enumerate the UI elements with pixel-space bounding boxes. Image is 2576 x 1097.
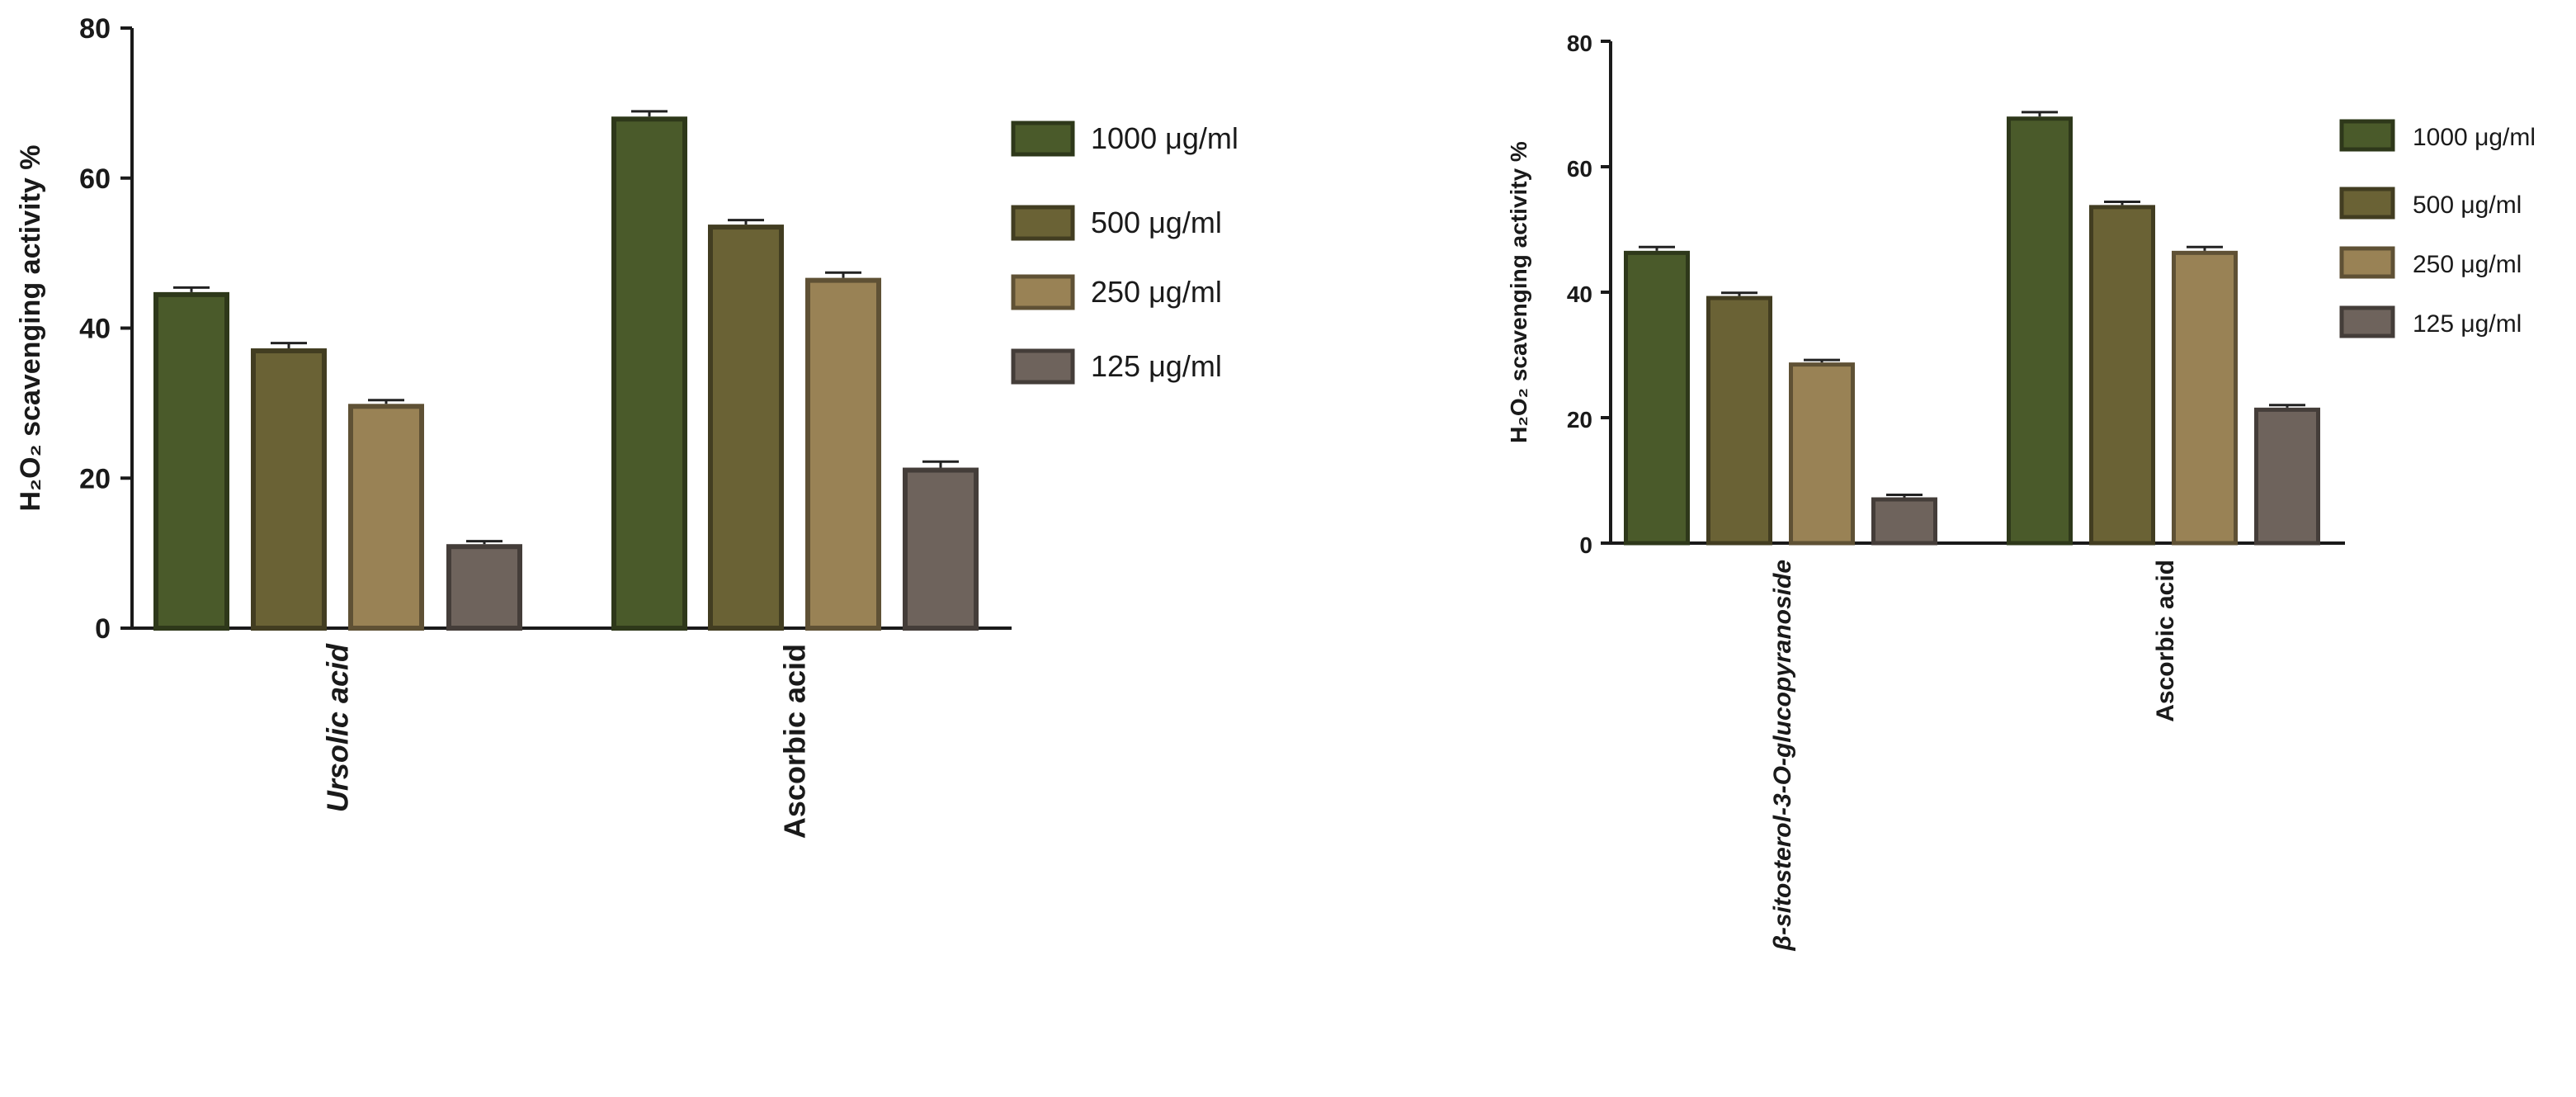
legend-swatch: [1011, 274, 1075, 310]
legend-swatch: [1011, 348, 1075, 385]
error-bar: [466, 540, 502, 545]
legend-label: 1000 μg/ml: [1091, 121, 1238, 155]
legend-item: 1000 μg/ml: [2339, 119, 2536, 152]
y-tick-label: 0: [95, 613, 111, 645]
bar-1-3: [1789, 362, 1855, 546]
legend-swatch: [1011, 121, 1075, 157]
bar-1-1: [1624, 250, 1690, 546]
error-bar: [1639, 245, 1675, 251]
legend-swatch: [2339, 305, 2395, 338]
error-bar: [1721, 291, 1757, 296]
error-bar: [631, 110, 668, 117]
error-bar: [922, 460, 959, 468]
y-axis-label: H₂O₂ scavenging activity %: [1506, 141, 1531, 443]
y-tick-label: 20: [1567, 407, 1592, 433]
category-label: Ascorbic acid: [2152, 560, 2179, 722]
error-bar: [728, 219, 764, 225]
legend-item: 250 μg/ml: [2339, 246, 2522, 279]
category-label: Ascorbic acid: [778, 644, 812, 839]
legend-item: 500 μg/ml: [2339, 187, 2522, 220]
legend-label: 500 μg/ml: [2413, 192, 2522, 219]
error-bar: [368, 399, 404, 404]
legend-item: 125 μg/ml: [1011, 348, 1222, 385]
error-bar: [2022, 111, 2058, 117]
error-bar: [2269, 404, 2305, 408]
bar-2-2: [708, 225, 784, 631]
bar-2-3: [2172, 250, 2238, 546]
y-axis-label: H₂O₂ scavenging activity %: [15, 144, 46, 511]
bar-1-2: [251, 348, 327, 631]
legend-label: 125 μg/ml: [1091, 349, 1222, 383]
category-label: β-sitosterol-3-O-glucopyranoside: [1769, 560, 1796, 952]
legend-label: 250 μg/ml: [1091, 275, 1222, 309]
y-tick-label: 60: [79, 163, 111, 195]
bar-1-4: [1871, 497, 1937, 546]
error-bar: [271, 342, 307, 349]
bar-2-2: [2089, 205, 2155, 546]
y-tick-label: 40: [1567, 281, 1592, 307]
legend-label: 125 μg/ml: [2413, 310, 2522, 338]
y-tick-label: 40: [79, 314, 111, 345]
legend-swatch: [2339, 187, 2395, 220]
category-label: Ursolic acid: [321, 643, 355, 812]
bar-2-1: [611, 116, 687, 631]
bar-1-3: [348, 404, 424, 631]
legend-label: 250 μg/ml: [2413, 251, 2522, 278]
error-bar: [1886, 493, 1923, 498]
legend-item: 500 μg/ml: [1011, 205, 1222, 241]
chart-2: 0 20 40 60 80 H₂O₂ scavenging activity % β-sit…: [1506, 31, 2536, 952]
legend-item: 125 μg/ml: [2339, 305, 2522, 338]
legend-item: 250 μg/ml: [1011, 274, 1222, 310]
bar-1-1: [153, 291, 229, 631]
y-tick-label: 60: [1567, 156, 1592, 182]
bar-2-4: [2254, 407, 2320, 546]
error-bar: [825, 271, 861, 278]
y-tick-label: 80: [1567, 31, 1592, 56]
bar-2-4: [903, 467, 979, 631]
legend-item: 1000 μg/ml: [1011, 121, 1238, 157]
y-tick-label: 20: [79, 463, 111, 494]
legend-label: 1000 μg/ml: [2413, 124, 2536, 151]
legend-swatch: [2339, 246, 2395, 279]
legend-swatch: [2339, 119, 2395, 152]
error-bar: [2104, 201, 2140, 206]
legend-swatch: [1011, 205, 1075, 241]
bar-2-1: [2007, 116, 2073, 546]
error-bar: [2187, 245, 2223, 251]
y-tick-label: 0: [1579, 532, 1592, 558]
bar-2-3: [805, 277, 881, 631]
legend-label: 500 μg/ml: [1091, 206, 1222, 239]
y-tick-label: 80: [79, 13, 111, 45]
bar-1-4: [446, 544, 522, 631]
error-bar: [173, 286, 210, 292]
error-bar: [1804, 358, 1840, 363]
chart-1: 0 20 40 60 80 H₂O₂ scavenging activity % Ursol…: [15, 13, 1238, 839]
bar-1-2: [1706, 296, 1772, 546]
